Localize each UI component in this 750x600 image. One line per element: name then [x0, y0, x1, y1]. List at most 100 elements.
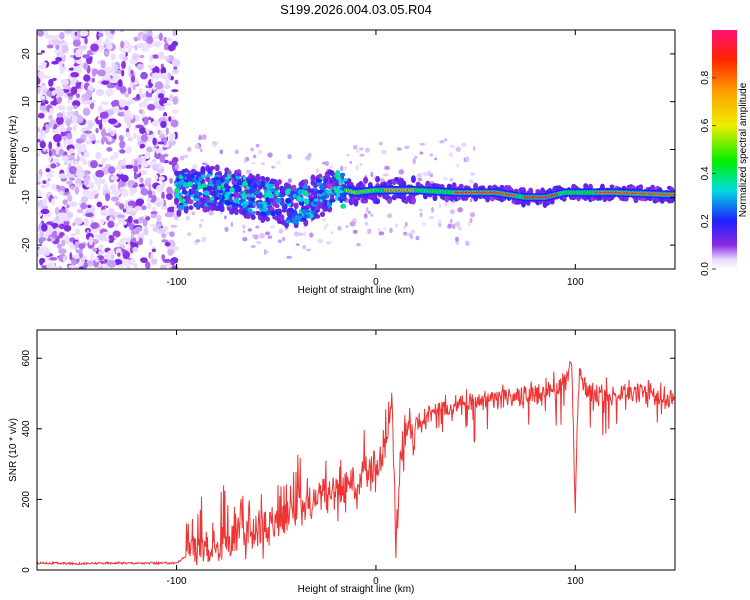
spectrogram-cell-786	[62, 255, 66, 263]
spectrogram-cell-1083	[160, 198, 164, 207]
spectrogram-cell-28	[95, 88, 105, 97]
spectrogram-cell-998	[75, 171, 85, 178]
spectrogram-cell-424	[118, 134, 124, 141]
spectrogram-cell-1235	[349, 221, 356, 227]
spectrogram-cell-1302	[434, 157, 437, 161]
spectrogram-cell-2159	[650, 184, 656, 191]
spectrogram-cell-409	[84, 37, 88, 45]
spectrogram-cell-978	[146, 104, 156, 111]
spectrogram-cell-308	[66, 111, 76, 116]
spectrogram-cell-2469	[339, 199, 344, 204]
spectrogram-cell-1140	[389, 227, 393, 234]
spectrogram-cell-2313	[213, 196, 220, 201]
spectrogram-cell-141	[162, 258, 172, 263]
spectrogram-cell-1021	[58, 149, 65, 155]
spectrogram-cell-1075	[62, 217, 71, 222]
spectrogram-cell-2423	[174, 187, 181, 193]
spectrogram-cell-645	[168, 115, 172, 122]
spectrogram-cell-961	[163, 45, 168, 50]
spectrogram-cell-837	[172, 132, 176, 139]
spectrogram-cell-1276	[325, 223, 329, 227]
spectrogram-cell-2419	[192, 184, 198, 191]
spectrogram-cell-2402	[260, 181, 265, 188]
spectrogram-cell-966	[158, 51, 165, 60]
spectrogram-cell-1859	[410, 175, 416, 183]
spectrogram-cell-1046	[75, 93, 81, 98]
spectrogram-cell-1364	[174, 197, 180, 205]
spectrogram-cell-797	[172, 96, 178, 105]
spectrogram-cell-583	[151, 248, 156, 253]
spectrogram-cell-602	[59, 67, 64, 75]
spectrogram-cell-1298	[416, 173, 423, 178]
spectrogram-cell-2323	[313, 198, 319, 202]
spectrogram-cell-2454	[284, 189, 291, 195]
spectrogram-cell-2289	[178, 205, 185, 210]
spectrogram-cell-869	[51, 60, 59, 65]
spectrogram-cell-2457	[179, 198, 186, 204]
spectrogram-cell-983	[100, 101, 109, 105]
spectrogram-cell-949	[169, 177, 173, 184]
spectrogram-cell-940	[97, 233, 107, 241]
spectrogram-y-ticks: -20 -10 0 10 20	[21, 48, 675, 252]
spectrogram-cell-1271	[255, 225, 260, 229]
spectrogram-cell-1170	[394, 223, 399, 229]
spectrogram-cell-489	[148, 177, 152, 184]
spectrogram-cell-2432	[195, 191, 200, 196]
spectrogram-cell-1997	[520, 187, 526, 195]
spectrogram-cell-805	[107, 235, 115, 244]
spectrogram-cell-2348	[313, 188, 318, 192]
spectrogram-cell-920	[161, 233, 167, 237]
spectrogram-cell-403	[129, 187, 138, 194]
spectrogram-cell-2465	[341, 196, 347, 202]
spectrogram-cell-881	[90, 43, 99, 52]
spectrogram-cell-504	[98, 163, 103, 168]
spectrogram-cell-2399	[197, 184, 204, 189]
spectrogram-cell-604	[119, 149, 126, 154]
spectrogram-cell-1684	[303, 178, 309, 186]
spectrogram-cell-1008	[44, 34, 54, 40]
spectrogram-cell-2462	[202, 187, 209, 191]
spectrogram-cell-1306	[359, 153, 365, 157]
spectrogram-cell-2444	[224, 200, 232, 206]
spectrogram-cell-1203	[244, 157, 247, 164]
spectrogram-cell-337	[146, 146, 153, 153]
spectrogram-cell-708	[170, 119, 179, 128]
spectrogram-cell-1091	[106, 84, 116, 89]
spectrogram-cell-832	[87, 99, 96, 103]
spectrogram-cell-854	[100, 60, 106, 69]
spectrogram-cell-312	[78, 251, 84, 259]
spectrogram-cell-1338	[302, 225, 306, 229]
spectrogram-cell-745	[164, 212, 174, 218]
spectrogram-cell-513	[129, 222, 136, 231]
spectrogram-cell-2364	[223, 179, 230, 183]
spectrogram-cell-516	[37, 112, 45, 119]
spectrogram-cell-843	[51, 90, 56, 96]
spectrogram-cell-1057	[73, 254, 80, 260]
spectrogram-cell-711	[159, 264, 167, 269]
spectrogram-cell-856	[65, 118, 71, 127]
spectrogram-cell-653	[133, 173, 138, 180]
spectrogram-cell-655	[56, 112, 64, 118]
spectrogram-cell-972	[52, 158, 60, 162]
spectrogram-cell-1097	[56, 88, 65, 97]
spectrogram-cell-939	[110, 30, 115, 35]
spectrogram-cell-971	[58, 173, 68, 179]
spectrogram-cell-921	[156, 214, 162, 222]
spectrogram-cell-1303	[201, 162, 208, 165]
spectrogram-cell-1065	[157, 227, 166, 234]
spectrogram-cell-929	[150, 258, 158, 264]
spectrogram-cell-794	[95, 151, 102, 160]
spectrogram-cell-742	[40, 95, 46, 100]
spectrogram-cell-335	[66, 204, 70, 208]
spectrogram-cell-315	[87, 204, 92, 209]
spectrogram-cell-1033	[68, 148, 75, 155]
spectrogram-cell-2474	[217, 202, 224, 206]
spectrogram-cell-993	[41, 61, 47, 69]
snr-panel: -100 0 100 0 200 400 600 Height of straight l…	[8, 329, 676, 595]
spectrogram-cell-911	[98, 32, 104, 38]
spectrogram-cell-1186	[402, 225, 407, 230]
spectrogram-cell-1098	[103, 75, 111, 81]
spectrogram-x-ticks: -100 0 100	[167, 30, 584, 288]
spectrogram-cell-2305	[287, 207, 294, 212]
spectrogram-cell-1659	[291, 185, 297, 192]
